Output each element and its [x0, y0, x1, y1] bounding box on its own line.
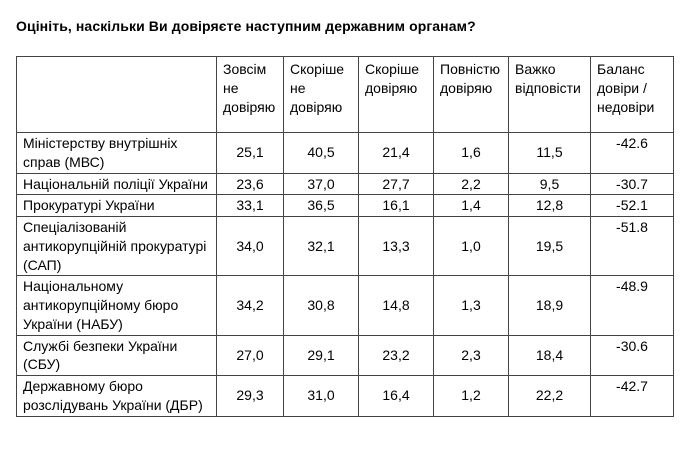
value-cell: 33,1: [216, 194, 284, 217]
value-cell: 16,4: [358, 375, 434, 417]
value-cell: 1,2: [433, 375, 509, 417]
header-cell-trust-balance: Баланс довіри / недовіри: [590, 56, 674, 133]
value-cell: 27,7: [358, 172, 434, 196]
trust-survey-table: Зовсім не довіряю Скоріше не довіряю Ско…: [16, 56, 674, 417]
value-cell: 11,5: [508, 132, 591, 174]
header-cell-rather-trust: Скоріше довіряю: [358, 56, 434, 133]
value-cell: 27,0: [216, 334, 284, 376]
table-row-dbr: Державному бюро розслідувань України (ДБ…: [16, 375, 674, 417]
org-cell: Міністерству внутрішніх справ (МВС): [16, 132, 217, 174]
value-cell: 13,3: [358, 215, 434, 277]
value-cell: 37,0: [283, 172, 359, 196]
balance-cell: -51.8: [590, 215, 674, 277]
balance-cell: -30.7: [590, 172, 674, 196]
value-cell: 23,2: [358, 334, 434, 376]
value-cell: 16,1: [358, 194, 434, 217]
org-cell: Державному бюро розслідувань України (ДБ…: [16, 375, 217, 417]
value-cell: 12,8: [508, 194, 591, 217]
header-cell-fully-trust: Повністю довіряю: [433, 56, 509, 133]
table-row-national-police: Національній поліції України 23,6 37,0 2…: [16, 172, 674, 196]
value-cell: 1,3: [433, 275, 509, 336]
value-cell: 14,8: [358, 275, 434, 336]
balance-cell: -52.1: [590, 194, 674, 217]
value-cell: 21,4: [358, 132, 434, 174]
value-cell: 29,1: [283, 334, 359, 376]
org-cell: Національному антикорупційному бюро Укра…: [16, 275, 217, 336]
value-cell: 34,0: [216, 215, 284, 277]
value-cell: 18,9: [508, 275, 591, 336]
balance-cell: -30.6: [590, 334, 674, 376]
table-row-sbu: Службі безпеки України (СБУ) 27,0 29,1 2…: [16, 334, 674, 376]
value-cell: 32,1: [283, 215, 359, 277]
value-cell: 18,4: [508, 334, 591, 376]
balance-cell: -42.7: [590, 375, 674, 417]
value-cell: 29,3: [216, 375, 284, 417]
table-header-row: Зовсім не довіряю Скоріше не довіряю Ско…: [16, 56, 674, 133]
value-cell: 25,1: [216, 132, 284, 174]
value-cell: 23,6: [216, 172, 284, 196]
org-cell: Прокуратурі України: [16, 194, 217, 217]
table-row-nabu: Національному антикорупційному бюро Укра…: [16, 275, 674, 336]
header-cell-rather-distrust: Скоріше не довіряю: [283, 56, 359, 133]
value-cell: 40,5: [283, 132, 359, 174]
header-cell-hard-to-answer: Важко відповісти: [508, 56, 591, 133]
value-cell: 22,2: [508, 375, 591, 417]
value-cell: 30,8: [283, 275, 359, 336]
page-title: Оцініть, наскільки Ви довіряєте наступни…: [16, 18, 476, 34]
value-cell: 1,4: [433, 194, 509, 217]
value-cell: 1,6: [433, 132, 509, 174]
table-row-mvs: Міністерству внутрішніх справ (МВС) 25,1…: [16, 132, 674, 174]
value-cell: 9,5: [508, 172, 591, 196]
value-cell: 36,5: [283, 194, 359, 217]
table-row-prosecutors-office: Прокуратурі України 33,1 36,5 16,1 1,4 1…: [16, 194, 674, 217]
balance-cell: -48.9: [590, 275, 674, 336]
value-cell: 34,2: [216, 275, 284, 336]
table-row-sap: Спеціалізованій антикорупційній прокурат…: [16, 215, 674, 277]
value-cell: 2,3: [433, 334, 509, 376]
header-cell-totally-distrust: Зовсім не довіряю: [216, 56, 284, 133]
value-cell: 31,0: [283, 375, 359, 417]
org-cell: Національній поліції України: [16, 172, 217, 196]
value-cell: 19,5: [508, 215, 591, 277]
org-cell: Службі безпеки України (СБУ): [16, 334, 217, 376]
balance-cell: -42.6: [590, 132, 674, 174]
value-cell: 1,0: [433, 215, 509, 277]
header-cell-empty: [16, 56, 217, 133]
value-cell: 2,2: [433, 172, 509, 196]
org-cell: Спеціалізованій антикорупційній прокурат…: [16, 215, 217, 277]
